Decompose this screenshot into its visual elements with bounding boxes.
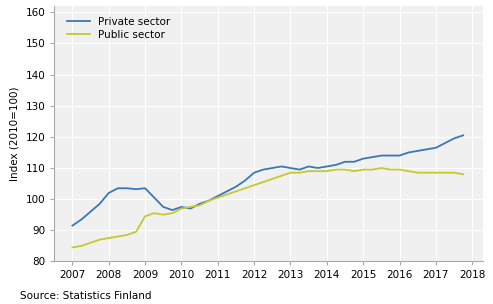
Public sector [360,168,366,171]
Public sector [78,244,84,248]
Private sector [187,207,193,210]
Public sector [406,169,412,173]
Public sector [251,183,257,187]
Public sector [115,235,121,238]
Private sector [151,196,157,199]
Private sector [170,208,176,212]
Private sector [433,146,439,150]
Public sector [233,190,239,193]
Private sector [460,133,466,137]
Private sector [297,168,303,171]
Private sector [115,186,121,190]
Private sector [70,224,75,227]
Private sector [279,165,284,168]
Public sector [387,168,393,171]
Public sector [124,233,130,237]
Public sector [269,177,275,181]
Line: Private sector: Private sector [72,135,463,226]
Private sector [342,160,348,164]
Private sector [124,186,130,190]
Legend: Private sector, Public sector: Private sector, Public sector [64,14,174,43]
Text: Source: Statistics Finland: Source: Statistics Finland [20,291,151,301]
Private sector [406,150,412,154]
Public sector [342,168,348,171]
Private sector [333,163,339,167]
Public sector [70,246,75,249]
Private sector [206,199,211,202]
Private sector [269,166,275,170]
Private sector [379,154,385,157]
Private sector [233,185,239,188]
Public sector [433,171,439,174]
Private sector [251,171,257,174]
Private sector [133,187,139,191]
Public sector [379,166,385,170]
Public sector [151,211,157,215]
Public sector [88,241,94,245]
Private sector [287,166,293,170]
Private sector [424,147,430,151]
Public sector [133,230,139,234]
Public sector [333,168,339,171]
Public sector [324,169,330,173]
Public sector [215,196,221,199]
Public sector [97,238,103,241]
Private sector [396,154,402,157]
Public sector [279,174,284,178]
Public sector [197,204,203,207]
Private sector [224,190,230,193]
Public sector [178,207,184,210]
Public sector [187,205,193,209]
Public sector [160,213,166,216]
Public sector [306,169,312,173]
Private sector [351,160,357,164]
Private sector [260,168,266,171]
Private sector [442,141,448,145]
Private sector [315,166,321,170]
Public sector [242,186,248,190]
Public sector [424,171,430,174]
Public sector [224,193,230,196]
Private sector [78,218,84,221]
Private sector [242,179,248,182]
Private sector [369,155,375,159]
Public sector [206,199,211,202]
Public sector [142,214,148,218]
Y-axis label: Index (2010=100): Index (2010=100) [10,87,20,181]
Private sector [97,202,103,206]
Public sector [297,171,303,174]
Line: Public sector: Public sector [72,168,463,247]
Public sector [415,171,421,174]
Private sector [106,191,112,195]
Private sector [215,194,221,198]
Public sector [170,211,176,215]
Public sector [315,169,321,173]
Private sector [387,154,393,157]
Private sector [451,136,457,140]
Public sector [287,171,293,174]
Public sector [460,172,466,176]
Private sector [88,210,94,213]
Public sector [260,180,266,184]
Private sector [160,205,166,209]
Private sector [306,165,312,168]
Public sector [351,169,357,173]
Public sector [442,171,448,174]
Private sector [178,205,184,209]
Private sector [415,149,421,153]
Public sector [396,168,402,171]
Private sector [324,165,330,168]
Public sector [451,171,457,174]
Private sector [142,186,148,190]
Public sector [369,168,375,171]
Private sector [360,157,366,161]
Private sector [197,202,203,206]
Public sector [106,236,112,240]
